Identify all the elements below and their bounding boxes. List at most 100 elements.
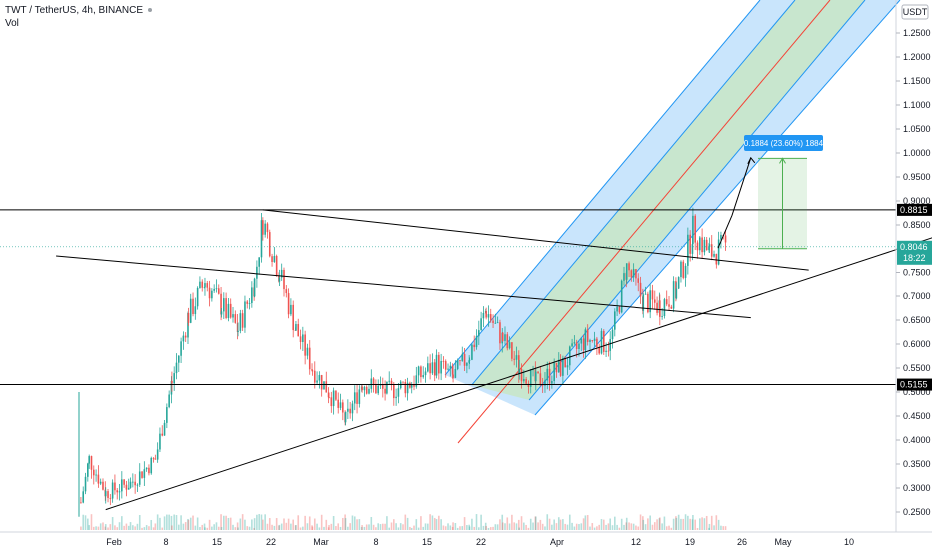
volume-bar [390,522,393,530]
measure-arrow-icon [779,157,786,164]
trendline[interactable] [262,209,809,271]
volume-bar [454,523,457,530]
volume-bar [625,522,628,530]
candle-body [285,289,288,294]
volume-bar [306,523,309,530]
candle-body [529,369,532,387]
price-range-measure[interactable]: 0.1884 (23.60%) 1884 [744,135,824,250]
candle-body [246,301,249,304]
volume-legend[interactable]: Vol [5,18,19,29]
candle-body [659,300,661,317]
candle-body [452,374,454,378]
candle-body [687,234,689,266]
volume-bar [375,527,377,530]
volume-bar [290,523,292,530]
candle-body [256,266,258,279]
candle-body [194,306,197,315]
volume-bar [658,518,661,530]
trendline[interactable] [56,255,751,319]
candle-body [551,381,553,384]
price-tick-label: 0.6500 [903,315,931,325]
candle-body [463,353,466,366]
candle-body [647,293,649,313]
candle-body [154,458,157,460]
candle-body [708,244,711,248]
volume-bar [541,523,544,530]
candle-body [703,239,706,253]
candle-body [506,334,509,349]
trendline[interactable] [105,232,932,511]
volume-bar [466,525,468,530]
candle-body [248,303,251,304]
volume-bar [724,526,727,530]
projection-path[interactable] [717,157,752,249]
volume-bar [118,522,121,530]
volume-bar [534,516,537,530]
candle-body [229,303,232,318]
volume-bar [351,515,354,530]
candle-body [586,329,589,342]
volume-bar [691,519,694,530]
candle-body [694,215,696,243]
candle-body [395,396,397,399]
candle-body [689,234,691,254]
candle-body [593,338,596,341]
time-tick-label: 26 [737,537,747,547]
candle-body [370,378,373,389]
volume-bar [649,515,651,530]
price-tick-label: 1.2000 [903,52,931,62]
volume-bar [637,526,640,530]
candle-body [328,397,330,399]
volume-bar [275,518,278,530]
candle-body [134,481,136,486]
candle-body [320,375,323,390]
candle-body [273,255,276,263]
volume-bar [138,515,141,530]
candle-body [104,491,107,497]
volume-bar [159,517,161,530]
volume-bar [578,524,580,530]
candle-body [680,261,682,278]
candle-body [466,362,468,366]
candle-body [632,269,635,278]
legend-symbol-row[interactable]: TWT / TetherUS, 4h, BINANCE [5,4,153,17]
symbol-title[interactable]: TWT / TetherUS, 4h, BINANCE [5,5,144,16]
candle-body [87,463,89,477]
volume-bar [278,524,281,530]
volume-bar [256,514,258,530]
volume-bar [555,523,558,530]
currency-badge[interactable] [901,4,929,20]
candle-body [518,368,521,374]
candle-body [499,322,501,344]
volume-bar [564,523,566,530]
time-axis[interactable]: Feb 8 15 22 Mar 8 15 22 Apr 12 19 26 May 10 [106,537,854,547]
volume-bar [283,518,285,530]
volume-bar [562,519,564,530]
volume-bar [248,526,251,530]
volume-bar [520,516,523,530]
candle-body [290,304,292,315]
candle-body [372,378,375,384]
candle-body [598,346,600,354]
candle-body [182,335,185,342]
regression-channel[interactable] [444,0,901,444]
candle-body [201,281,204,288]
volume-bar [420,516,422,530]
candle-body [143,469,146,478]
volume-bar [184,522,187,530]
volume-bar [143,527,146,530]
volume-bar [607,523,610,530]
candle-body [513,358,515,360]
candle-body [344,411,347,423]
support-price-tag-label: 0.5155 [900,380,928,390]
candle-body [642,294,645,311]
candle-body [390,380,393,385]
volume-bar [206,527,209,530]
volume-bar [121,516,123,530]
volume-bar [302,526,304,530]
volume-bar [468,524,470,530]
drawings[interactable] [0,156,932,511]
volume-bar [180,515,182,530]
